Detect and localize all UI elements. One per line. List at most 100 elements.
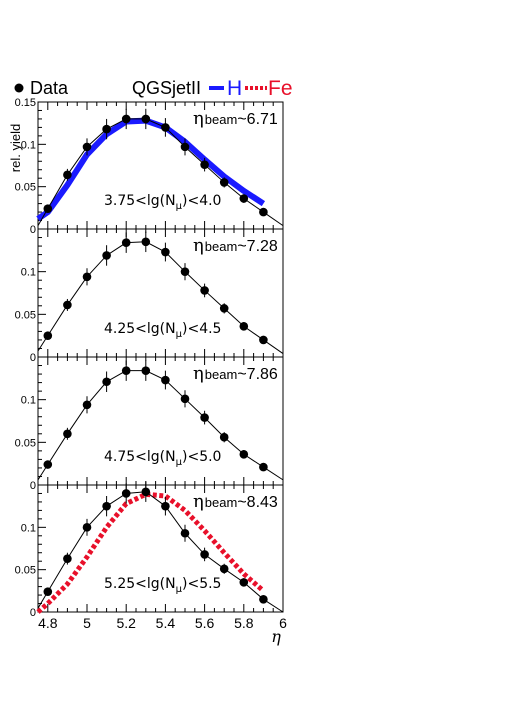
data-point: [141, 487, 151, 497]
cut-label-sub: μ: [176, 329, 183, 340]
eta-beam-label: ηbeam~7.28: [193, 235, 278, 256]
eta-beam-label: ηbeam~6.71: [193, 108, 278, 129]
eta-subscript: beam: [205, 367, 238, 382]
data-point: [82, 523, 92, 532]
data-point: [259, 462, 268, 472]
data-point: [43, 204, 53, 213]
x-axis-title: η: [271, 627, 281, 646]
x-tick-label: 5.2: [116, 615, 136, 631]
cut-label: 5.25<lg(Nμ)<5.5: [104, 576, 221, 595]
eta-value: ~7.86: [237, 366, 278, 383]
data-point: [82, 142, 92, 152]
eta-subscript: beam: [205, 495, 238, 510]
cut-label-sub: μ: [176, 201, 183, 212]
y-tick-label: 0.05: [15, 437, 36, 449]
y-tick-label: 0.05: [15, 182, 36, 194]
data-point: [161, 247, 170, 257]
y-tick-label: 0: [30, 224, 36, 236]
data-point: [141, 114, 151, 124]
eta-beam-label: ηbeam~7.86: [193, 363, 278, 384]
data-point: [259, 595, 268, 604]
model-curve-fe: [36, 491, 266, 614]
data-point: [180, 528, 190, 538]
panel-2: 0 0.05 0.1 ηbeam~7.28 4.25<lg(Nμ)<4.5: [15, 228, 284, 364]
y-tick-label: 0.1: [21, 139, 36, 151]
data-point: [219, 432, 229, 442]
eta-value: ~8.43: [237, 494, 278, 511]
x-tick-label: 5: [83, 615, 91, 631]
data-point: [102, 124, 111, 134]
x-tick-label: 6: [279, 615, 287, 631]
legend-fe-label: Fe: [268, 77, 293, 100]
data-point: [200, 160, 209, 169]
x-tick-label: 5.4: [156, 615, 176, 631]
data-point: [121, 366, 131, 375]
data-point: [219, 564, 229, 574]
cut-label-sub: μ: [176, 457, 183, 468]
y-tick-label: 0.1: [21, 267, 36, 279]
data-point: [200, 286, 209, 295]
data-point: [259, 335, 268, 345]
data-point: [43, 587, 53, 596]
data-point: [239, 321, 249, 331]
cut-label-suffix: )<4.0: [182, 193, 221, 209]
data-point: [102, 251, 111, 260]
data-point: [161, 375, 170, 385]
cut-label: 4.75<lg(Nμ)<5.0: [104, 449, 221, 468]
y-tick-label: 0.1: [21, 395, 36, 407]
data-point: [141, 366, 151, 375]
panel-1: 0 0.05 0.1 0.15 ηbeam~6.71 3.75<lg(Nμ)<4.0: [15, 97, 284, 236]
eta-value: ~7.28: [237, 238, 278, 255]
eta-value: ~6.71: [237, 111, 278, 128]
data-point: [102, 377, 111, 387]
data-point: [200, 413, 209, 422]
cut-label-main: 3.75<lg(N: [104, 193, 176, 209]
data-point: [200, 550, 209, 559]
eta-symbol: η: [193, 235, 204, 256]
x-tick-label: 5.8: [234, 615, 254, 631]
data-point: [43, 331, 53, 340]
data-line: [37, 241, 284, 354]
data-point: [121, 238, 131, 247]
y-tick-label: 0.05: [15, 309, 36, 321]
data-point: [180, 267, 190, 276]
data-point: [102, 501, 111, 511]
data-point: [219, 178, 229, 187]
eta-subscript: beam: [205, 112, 238, 127]
data-line: [37, 370, 284, 481]
cut-label: 4.25<lg(Nμ)<4.5: [104, 321, 221, 340]
data-point: [219, 304, 229, 313]
y-tick-label: 0.05: [15, 565, 36, 577]
data-point: [82, 400, 92, 410]
eta-symbol: η: [193, 108, 204, 129]
eta-beam-label: ηbeam~8.43: [193, 491, 278, 512]
data-point: [63, 170, 72, 180]
data-point: [239, 449, 249, 459]
eta-symbol: η: [193, 363, 204, 384]
y-axis-title: rel. yield: [8, 124, 23, 172]
data-point: [141, 237, 151, 247]
data-point: [82, 272, 92, 282]
data-point: [180, 142, 190, 152]
eta-symbol: η: [193, 491, 204, 512]
y-tick-label: 0: [30, 352, 36, 364]
data-point: [239, 578, 249, 587]
cut-label-suffix: )<5.5: [182, 576, 221, 592]
panel-frame: [37, 484, 284, 613]
cut-label-main: 4.75<lg(N: [104, 449, 176, 465]
cut-label-suffix: )<4.5: [182, 321, 221, 337]
cut-label-suffix: )<5.0: [182, 449, 221, 465]
data-point: [63, 554, 72, 563]
data-point: [121, 114, 131, 124]
y-tick-label: 0: [30, 480, 36, 492]
cut-label-sub: μ: [176, 584, 183, 595]
cut-label-main: 4.25<lg(N: [104, 321, 176, 337]
y-tick-label: 0.1: [21, 522, 36, 534]
cut-label-main: 5.25<lg(N: [104, 576, 176, 592]
x-tick-label: 4.8: [38, 615, 58, 631]
eta-subscript: beam: [205, 239, 238, 254]
legend-data-label: Data: [30, 78, 69, 98]
data-point: [161, 123, 170, 132]
data-point: [63, 300, 72, 310]
